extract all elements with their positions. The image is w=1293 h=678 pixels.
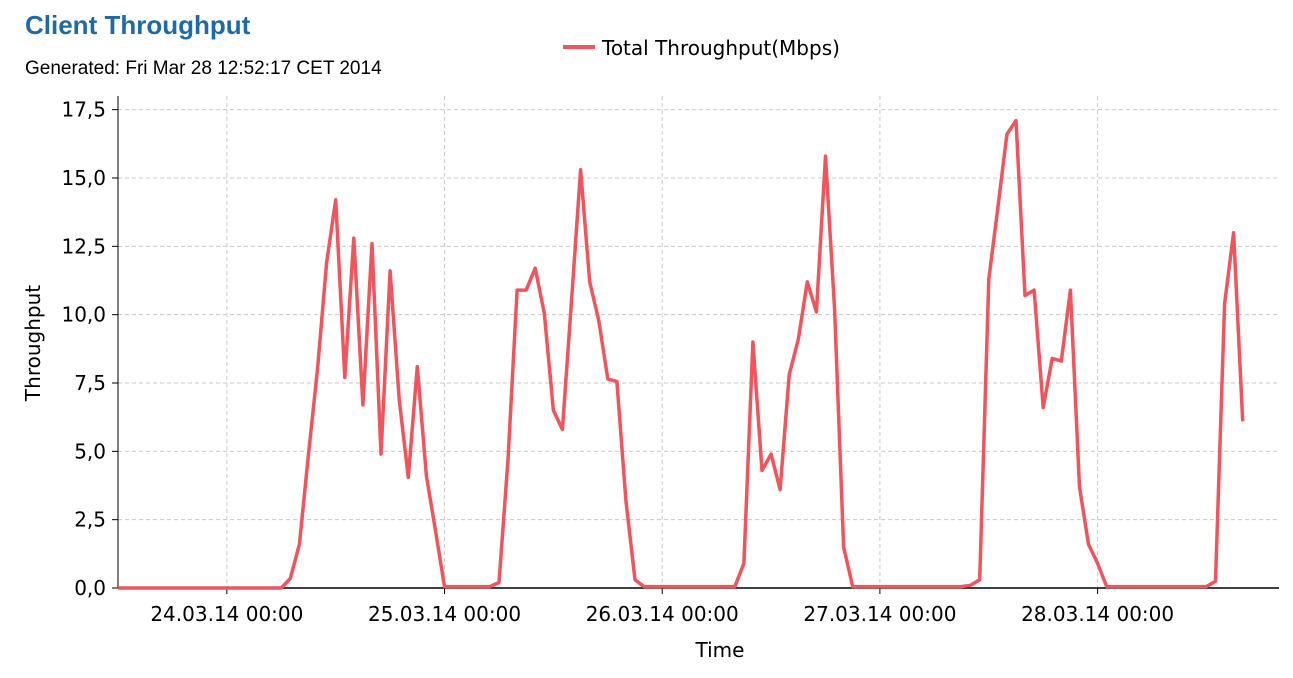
y-axis-label: Throughput	[21, 285, 45, 402]
y-tick-label: 5,0	[74, 439, 106, 463]
x-axis-ticks: 24.03.14 00:00 25.03.14 00:00 26.03.14 00:…	[150, 588, 1174, 626]
x-axis-label: Time	[695, 638, 745, 662]
x-tick-label: 26.03.14 00:00	[586, 602, 739, 626]
grid-lines	[118, 96, 1279, 588]
y-tick-label: 15,0	[61, 166, 106, 190]
y-tick-label: 12,5	[61, 234, 106, 258]
series-line-total-throughput	[118, 118, 1245, 590]
generated-timestamp: Generated: Fri Mar 28 12:52:17 CET 2014	[25, 58, 382, 79]
legend: Total Throughput(Mbps)	[563, 36, 840, 60]
x-tick-label: 25.03.14 00:00	[368, 602, 521, 626]
y-tick-label: 2,5	[74, 508, 106, 532]
y-axis-ticks: 0,0 2,5 5,0 7,5 10,0 12,5 15,0 17,5	[61, 98, 118, 600]
legend-label: Total Throughput(Mbps)	[601, 36, 840, 60]
x-tick-label: 27.03.14 00:00	[803, 602, 956, 626]
y-tick-label: 17,5	[61, 98, 106, 122]
y-tick-label: 0,0	[74, 576, 106, 600]
y-tick-label: 10,0	[61, 303, 106, 327]
x-tick-label: 28.03.14 00:00	[1021, 602, 1174, 626]
x-tick-label: 24.03.14 00:00	[150, 602, 303, 626]
y-tick-label: 7,5	[74, 371, 106, 395]
series-group	[118, 118, 1245, 590]
chart-title: Client Throughput	[25, 10, 251, 40]
